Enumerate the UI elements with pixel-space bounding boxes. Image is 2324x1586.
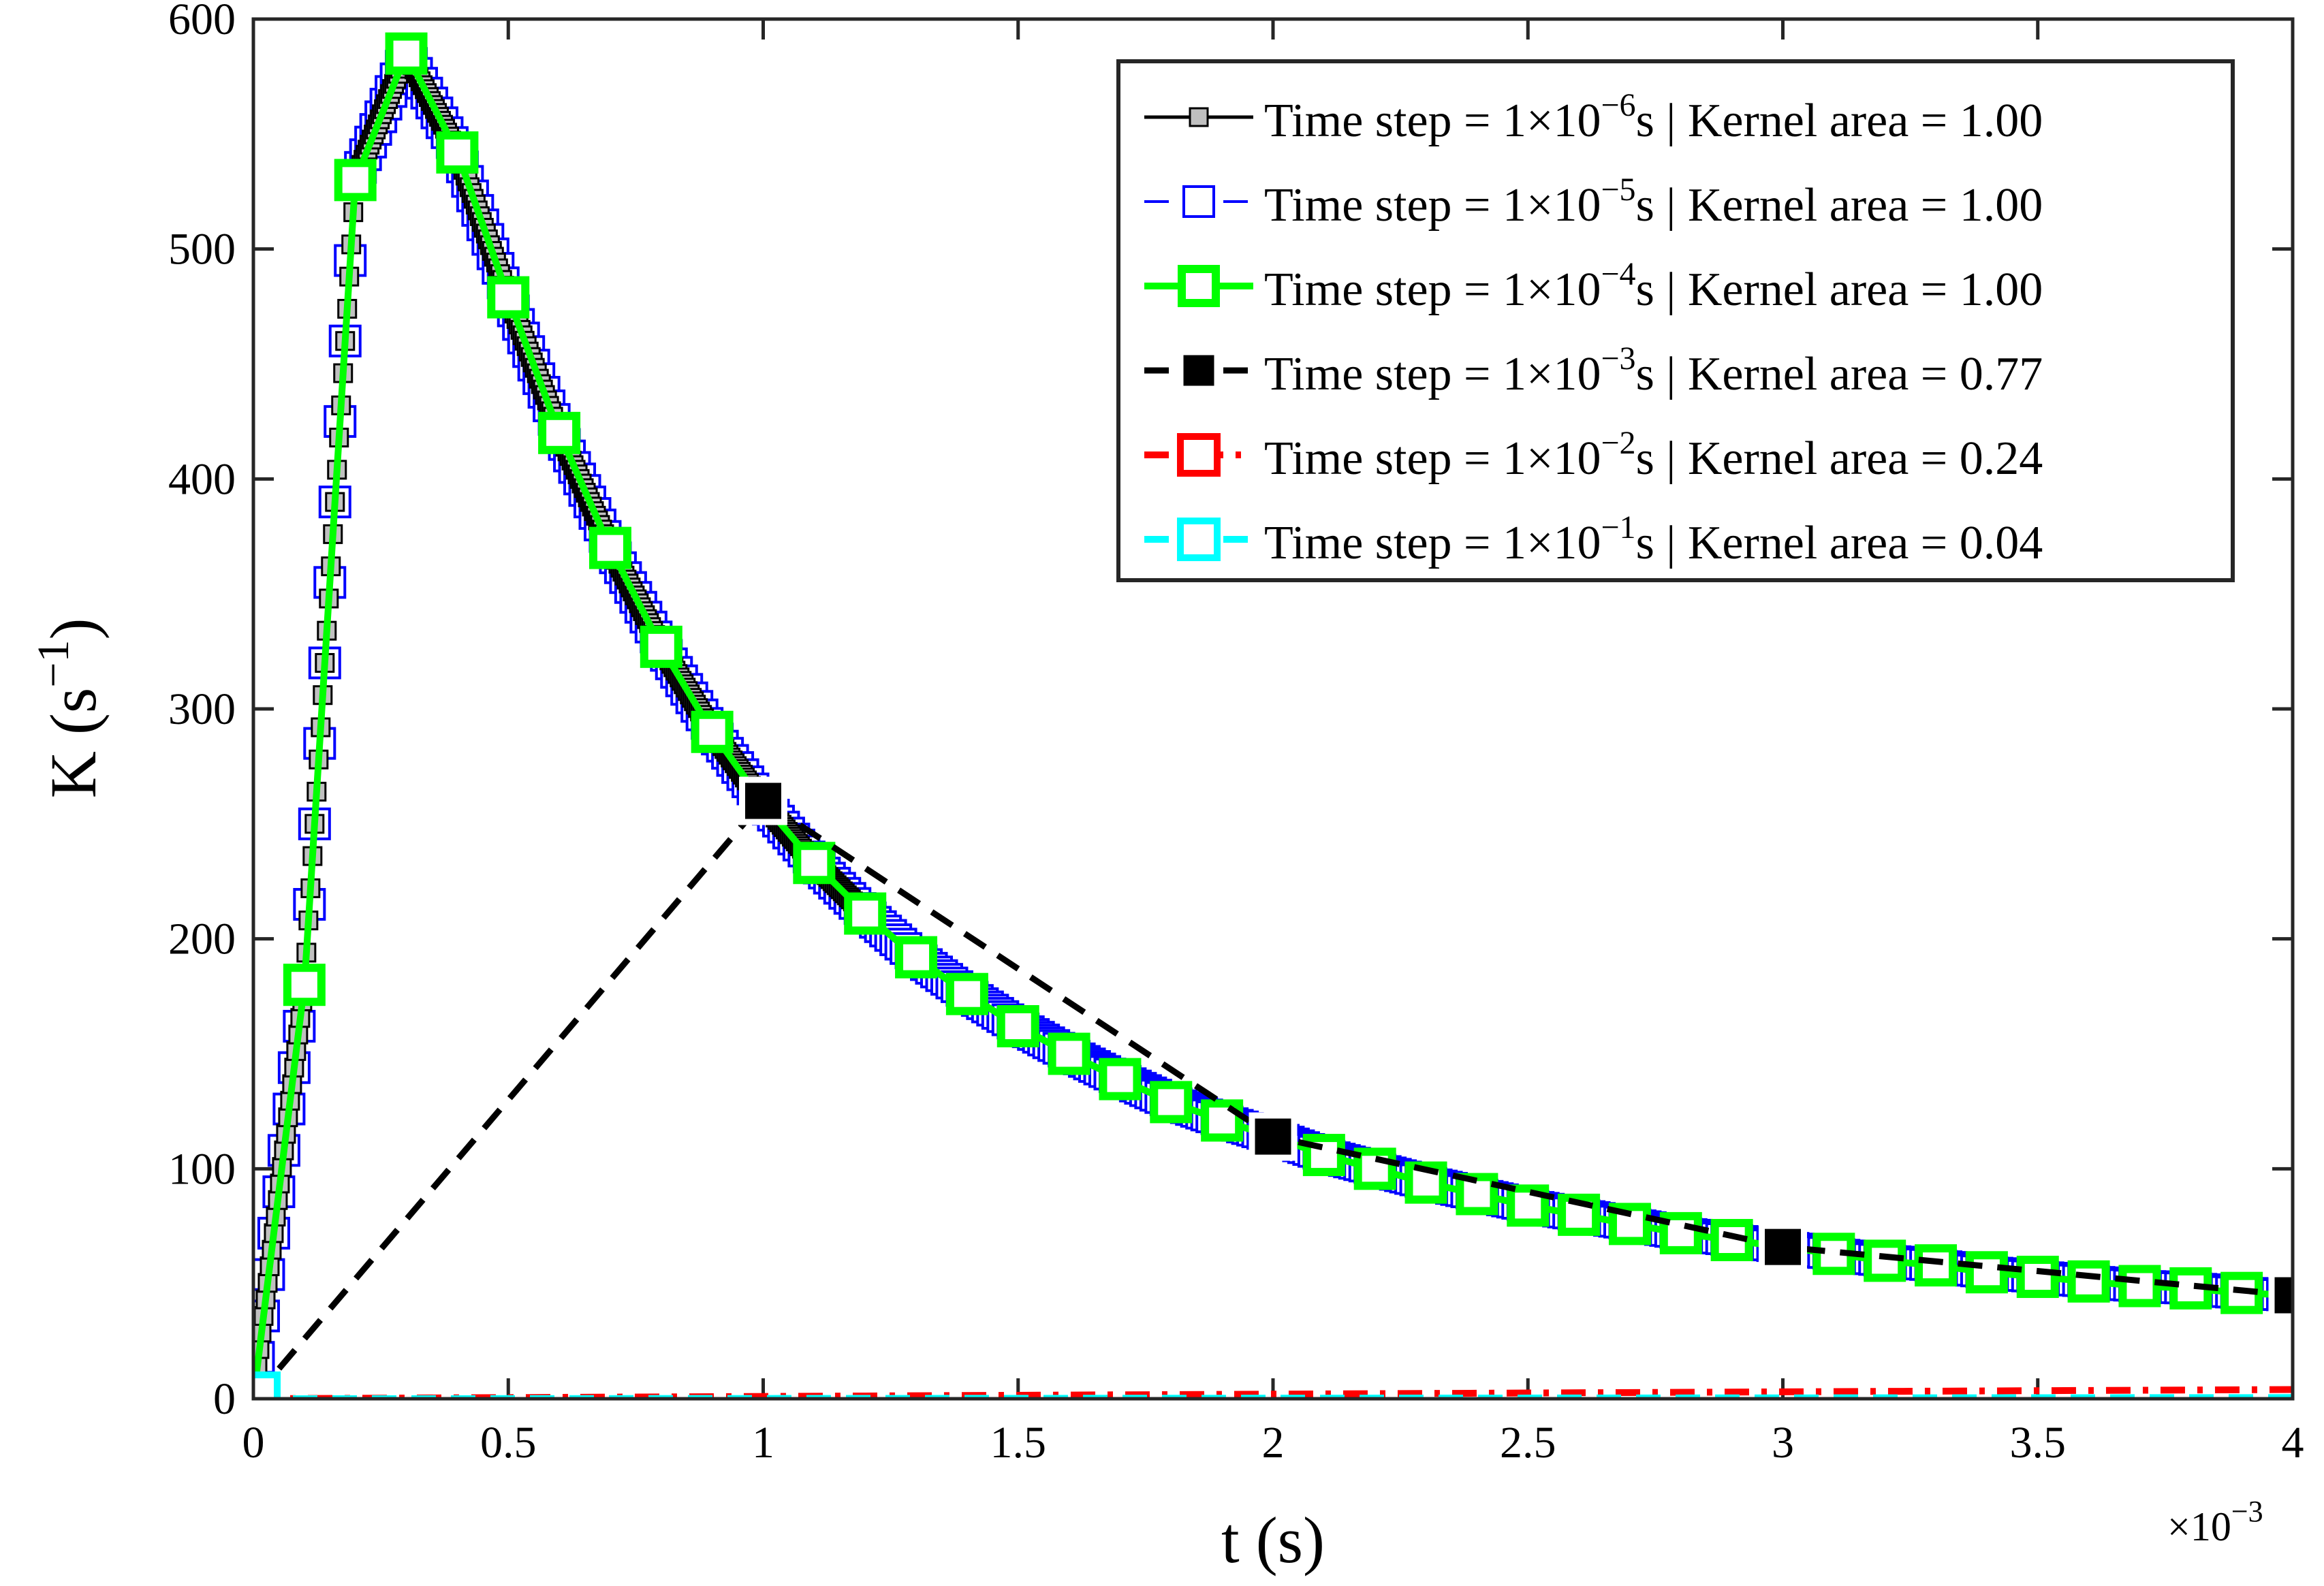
- legend-label-post: s | Kernel area = 1.00: [1636, 179, 2043, 232]
- legend-label-pre: Time step = 1×10: [1264, 517, 1601, 569]
- data-point: [996, 1004, 1039, 1047]
- x-tick-label: 3: [1772, 1418, 1794, 1468]
- legend-entry-4: Time step = 1×10−3s | Kernel area = 0.77: [1144, 340, 2043, 400]
- x-axis-exponent-power: −3: [2231, 1495, 2263, 1528]
- data-point: [793, 842, 836, 885]
- legend-entry-5: Time step = 1×10−2s | Kernel area = 0.24: [1144, 425, 2043, 485]
- legend-entry-6: Time step = 1×10−1s | Kernel area = 0.04: [1144, 509, 2043, 569]
- y-axis-label-exp: −1: [29, 640, 78, 688]
- legend-label: Time step = 1×10−5s | Kernel area = 1.00: [1264, 172, 2043, 232]
- legend-label-post: s | Kernel area = 0.04: [1636, 517, 2043, 569]
- legend: Time step = 1×10−6s | Kernel area = 1.00…: [1116, 59, 2235, 582]
- data-point: [1353, 1147, 1396, 1190]
- legend-entry-1: Time step = 1×10−6s | Kernel area = 1.00: [1144, 87, 2043, 147]
- data-point: [945, 972, 988, 1015]
- legend-label-exp: −4: [1601, 256, 1635, 292]
- data-point: [283, 964, 326, 1006]
- data-point: [1048, 1032, 1090, 1075]
- series-4: [253, 776, 2293, 1399]
- legend-label-pre: Time step = 1×10: [1264, 264, 1601, 316]
- legend-label-post: s | Kernel area = 1.00: [1636, 264, 2043, 316]
- y-tick-label: 100: [168, 1144, 236, 1194]
- legend-entry-2: Time step = 1×10−5s | Kernel area = 1.00: [1144, 172, 2043, 232]
- data-point: [538, 411, 581, 454]
- legend-label-post: s | Kernel area = 0.77: [1636, 348, 2043, 400]
- legend-marker: [1178, 265, 1220, 307]
- data-point: [844, 892, 887, 935]
- x-tick-label: 3.5: [2010, 1418, 2067, 1468]
- legend-label-exp: −2: [1601, 425, 1635, 461]
- legend-label-exp: −6: [1601, 87, 1635, 123]
- legend-label-pre: Time step = 1×10: [1264, 432, 1601, 485]
- y-axis-label: K (s−1): [29, 618, 110, 799]
- data-point: [1864, 1239, 1906, 1282]
- data-point: [1507, 1184, 1550, 1227]
- x-tick-label: 0: [242, 1418, 265, 1468]
- data-point: [1915, 1244, 1958, 1287]
- data-point: [2118, 1265, 2161, 1307]
- legend-label: Time step = 1×10−2s | Kernel area = 0.24: [1264, 425, 2043, 485]
- data-point: [253, 1371, 281, 1399]
- legend-label: Time step = 1×10−4s | Kernel area = 1.00: [1264, 256, 2043, 316]
- y-axis-label-base: K (s: [37, 688, 110, 799]
- data-point: [1249, 1112, 1298, 1161]
- data-point: [1965, 1251, 2008, 1294]
- y-axis-label-close: ): [37, 618, 110, 640]
- tick-labels: 0 0.5 1 1.5 2 2.5 3 3.5 4 0 100 200 300 400 500 600: [168, 0, 2304, 1468]
- legend-label-pre: Time step = 1×10: [1264, 179, 1601, 232]
- x-tick-label: 1.5: [990, 1418, 1047, 1468]
- data-point: [385, 32, 428, 75]
- legend-label-exp: −1: [1601, 509, 1635, 545]
- data-point: [2016, 1256, 2059, 1299]
- legend-label: Time step = 1×10−6s | Kernel area = 1.00: [1264, 87, 2043, 147]
- legend-label-exp: −3: [1601, 340, 1635, 377]
- data-point: [895, 936, 938, 979]
- x-axis-label: t (s): [1221, 1504, 1325, 1576]
- legend-entry-3: Time step = 1×10−4s | Kernel area = 1.00: [1144, 256, 2043, 316]
- data-point: [1759, 1222, 1807, 1271]
- x-axis-exponent: ×10−3: [2167, 1495, 2263, 1549]
- data-point: [1099, 1058, 1142, 1100]
- data-point: [739, 776, 787, 825]
- legend-marker: [1177, 518, 1221, 561]
- axes-box: [251, 17, 2295, 1401]
- legend-label-pre: Time step = 1×10: [1264, 95, 1601, 147]
- legend-label-post: s | Kernel area = 0.24: [1636, 432, 2043, 485]
- legend-marker: [1177, 433, 1221, 477]
- legend-marker: [1177, 349, 1221, 392]
- data-point: [640, 625, 682, 668]
- y-tick-label: 600: [168, 0, 236, 44]
- x-axis-exponent-base: ×10: [2167, 1504, 2231, 1549]
- y-tick-label: 200: [168, 915, 236, 964]
- legend-marker: [1189, 107, 1209, 127]
- data-point: [1456, 1173, 1498, 1216]
- y-tick-label: 500: [168, 225, 236, 274]
- data-point: [2067, 1260, 2110, 1303]
- legend-label-pre: Time step = 1×10: [1264, 348, 1601, 400]
- legend-label: Time step = 1×10−3s | Kernel area = 0.77: [1264, 340, 2043, 400]
- legend-box: [1116, 59, 2235, 582]
- data-point: [436, 131, 479, 174]
- x-tick-label: 0.5: [480, 1418, 537, 1468]
- y-tick-label: 400: [168, 454, 236, 504]
- plot-area: [253, 32, 2293, 1399]
- data-point: [588, 526, 631, 569]
- legend-label: Time step = 1×10−1s | Kernel area = 0.04: [1264, 509, 2043, 569]
- data-point: [1150, 1081, 1193, 1124]
- data-point: [487, 276, 530, 319]
- data-point: [691, 710, 734, 753]
- legend-label-post: s | Kernel area = 1.00: [1636, 95, 2043, 147]
- y-tick-label: 300: [168, 684, 236, 734]
- data-point: [334, 159, 377, 202]
- y-tick-label: 0: [213, 1374, 236, 1424]
- data-point: [2268, 1271, 2293, 1320]
- legend-marker: [1182, 185, 1215, 218]
- legend-label-exp: −5: [1601, 172, 1635, 208]
- x-tick-label: 2: [1262, 1418, 1285, 1468]
- x-tick-label: 1: [752, 1418, 774, 1468]
- x-tick-label: 4: [2282, 1418, 2304, 1468]
- data-point: [2220, 1271, 2263, 1314]
- x-tick-label: 2.5: [1500, 1418, 1556, 1468]
